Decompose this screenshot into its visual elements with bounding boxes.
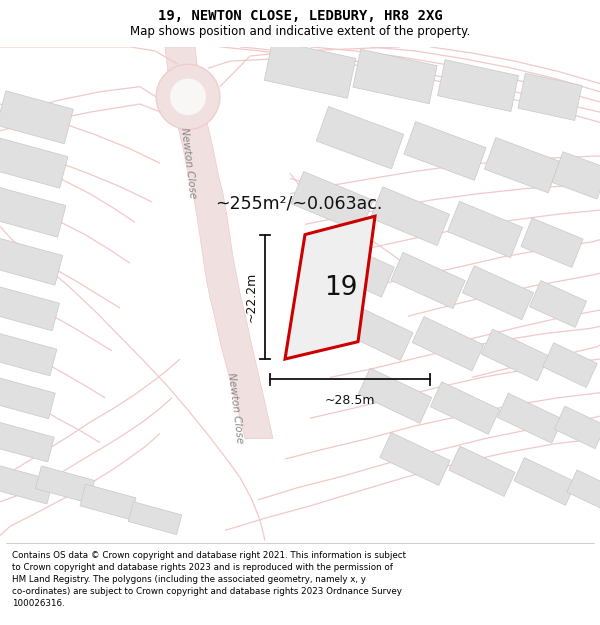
Polygon shape: [337, 302, 413, 361]
Text: Contains OS data © Crown copyright and database right 2021. This information is : Contains OS data © Crown copyright and d…: [12, 551, 406, 608]
Polygon shape: [481, 329, 549, 381]
Polygon shape: [0, 237, 62, 285]
Polygon shape: [552, 152, 600, 199]
Text: Newton Close: Newton Close: [179, 127, 197, 199]
Circle shape: [170, 79, 206, 115]
Polygon shape: [165, 47, 273, 439]
Polygon shape: [0, 465, 53, 504]
Polygon shape: [412, 317, 484, 371]
Polygon shape: [285, 216, 375, 359]
Polygon shape: [430, 382, 500, 434]
Polygon shape: [0, 187, 66, 237]
Polygon shape: [353, 49, 437, 104]
Polygon shape: [484, 138, 560, 193]
Polygon shape: [316, 238, 394, 297]
Polygon shape: [463, 266, 533, 320]
Polygon shape: [0, 285, 59, 331]
Polygon shape: [567, 470, 600, 509]
Polygon shape: [264, 41, 356, 98]
Polygon shape: [514, 458, 576, 505]
Polygon shape: [0, 91, 73, 144]
Polygon shape: [0, 332, 57, 376]
Polygon shape: [291, 171, 373, 232]
Polygon shape: [0, 421, 54, 462]
Polygon shape: [358, 368, 432, 423]
Polygon shape: [80, 484, 136, 519]
Polygon shape: [448, 201, 523, 258]
Polygon shape: [128, 502, 182, 534]
Polygon shape: [521, 218, 583, 268]
Polygon shape: [449, 446, 515, 496]
Polygon shape: [370, 187, 449, 246]
Polygon shape: [391, 253, 465, 309]
Polygon shape: [437, 60, 518, 111]
Polygon shape: [554, 406, 600, 449]
Polygon shape: [380, 432, 450, 486]
Circle shape: [156, 64, 220, 129]
Text: 19, NEWTON CLOSE, LEDBURY, HR8 2XG: 19, NEWTON CLOSE, LEDBURY, HR8 2XG: [158, 9, 442, 23]
Polygon shape: [497, 393, 563, 443]
Text: ~22.2m: ~22.2m: [245, 272, 257, 322]
Polygon shape: [518, 73, 582, 121]
Polygon shape: [0, 138, 68, 188]
Polygon shape: [0, 377, 55, 419]
Text: ~255m²/~0.063ac.: ~255m²/~0.063ac.: [215, 195, 382, 213]
Polygon shape: [543, 342, 597, 388]
Polygon shape: [316, 106, 404, 169]
Text: 19: 19: [324, 275, 358, 301]
Text: Newton Close: Newton Close: [226, 372, 244, 444]
Polygon shape: [529, 281, 587, 328]
Polygon shape: [404, 121, 486, 180]
Text: Map shows position and indicative extent of the property.: Map shows position and indicative extent…: [130, 26, 470, 39]
Text: ~28.5m: ~28.5m: [325, 394, 375, 407]
Polygon shape: [35, 466, 95, 503]
